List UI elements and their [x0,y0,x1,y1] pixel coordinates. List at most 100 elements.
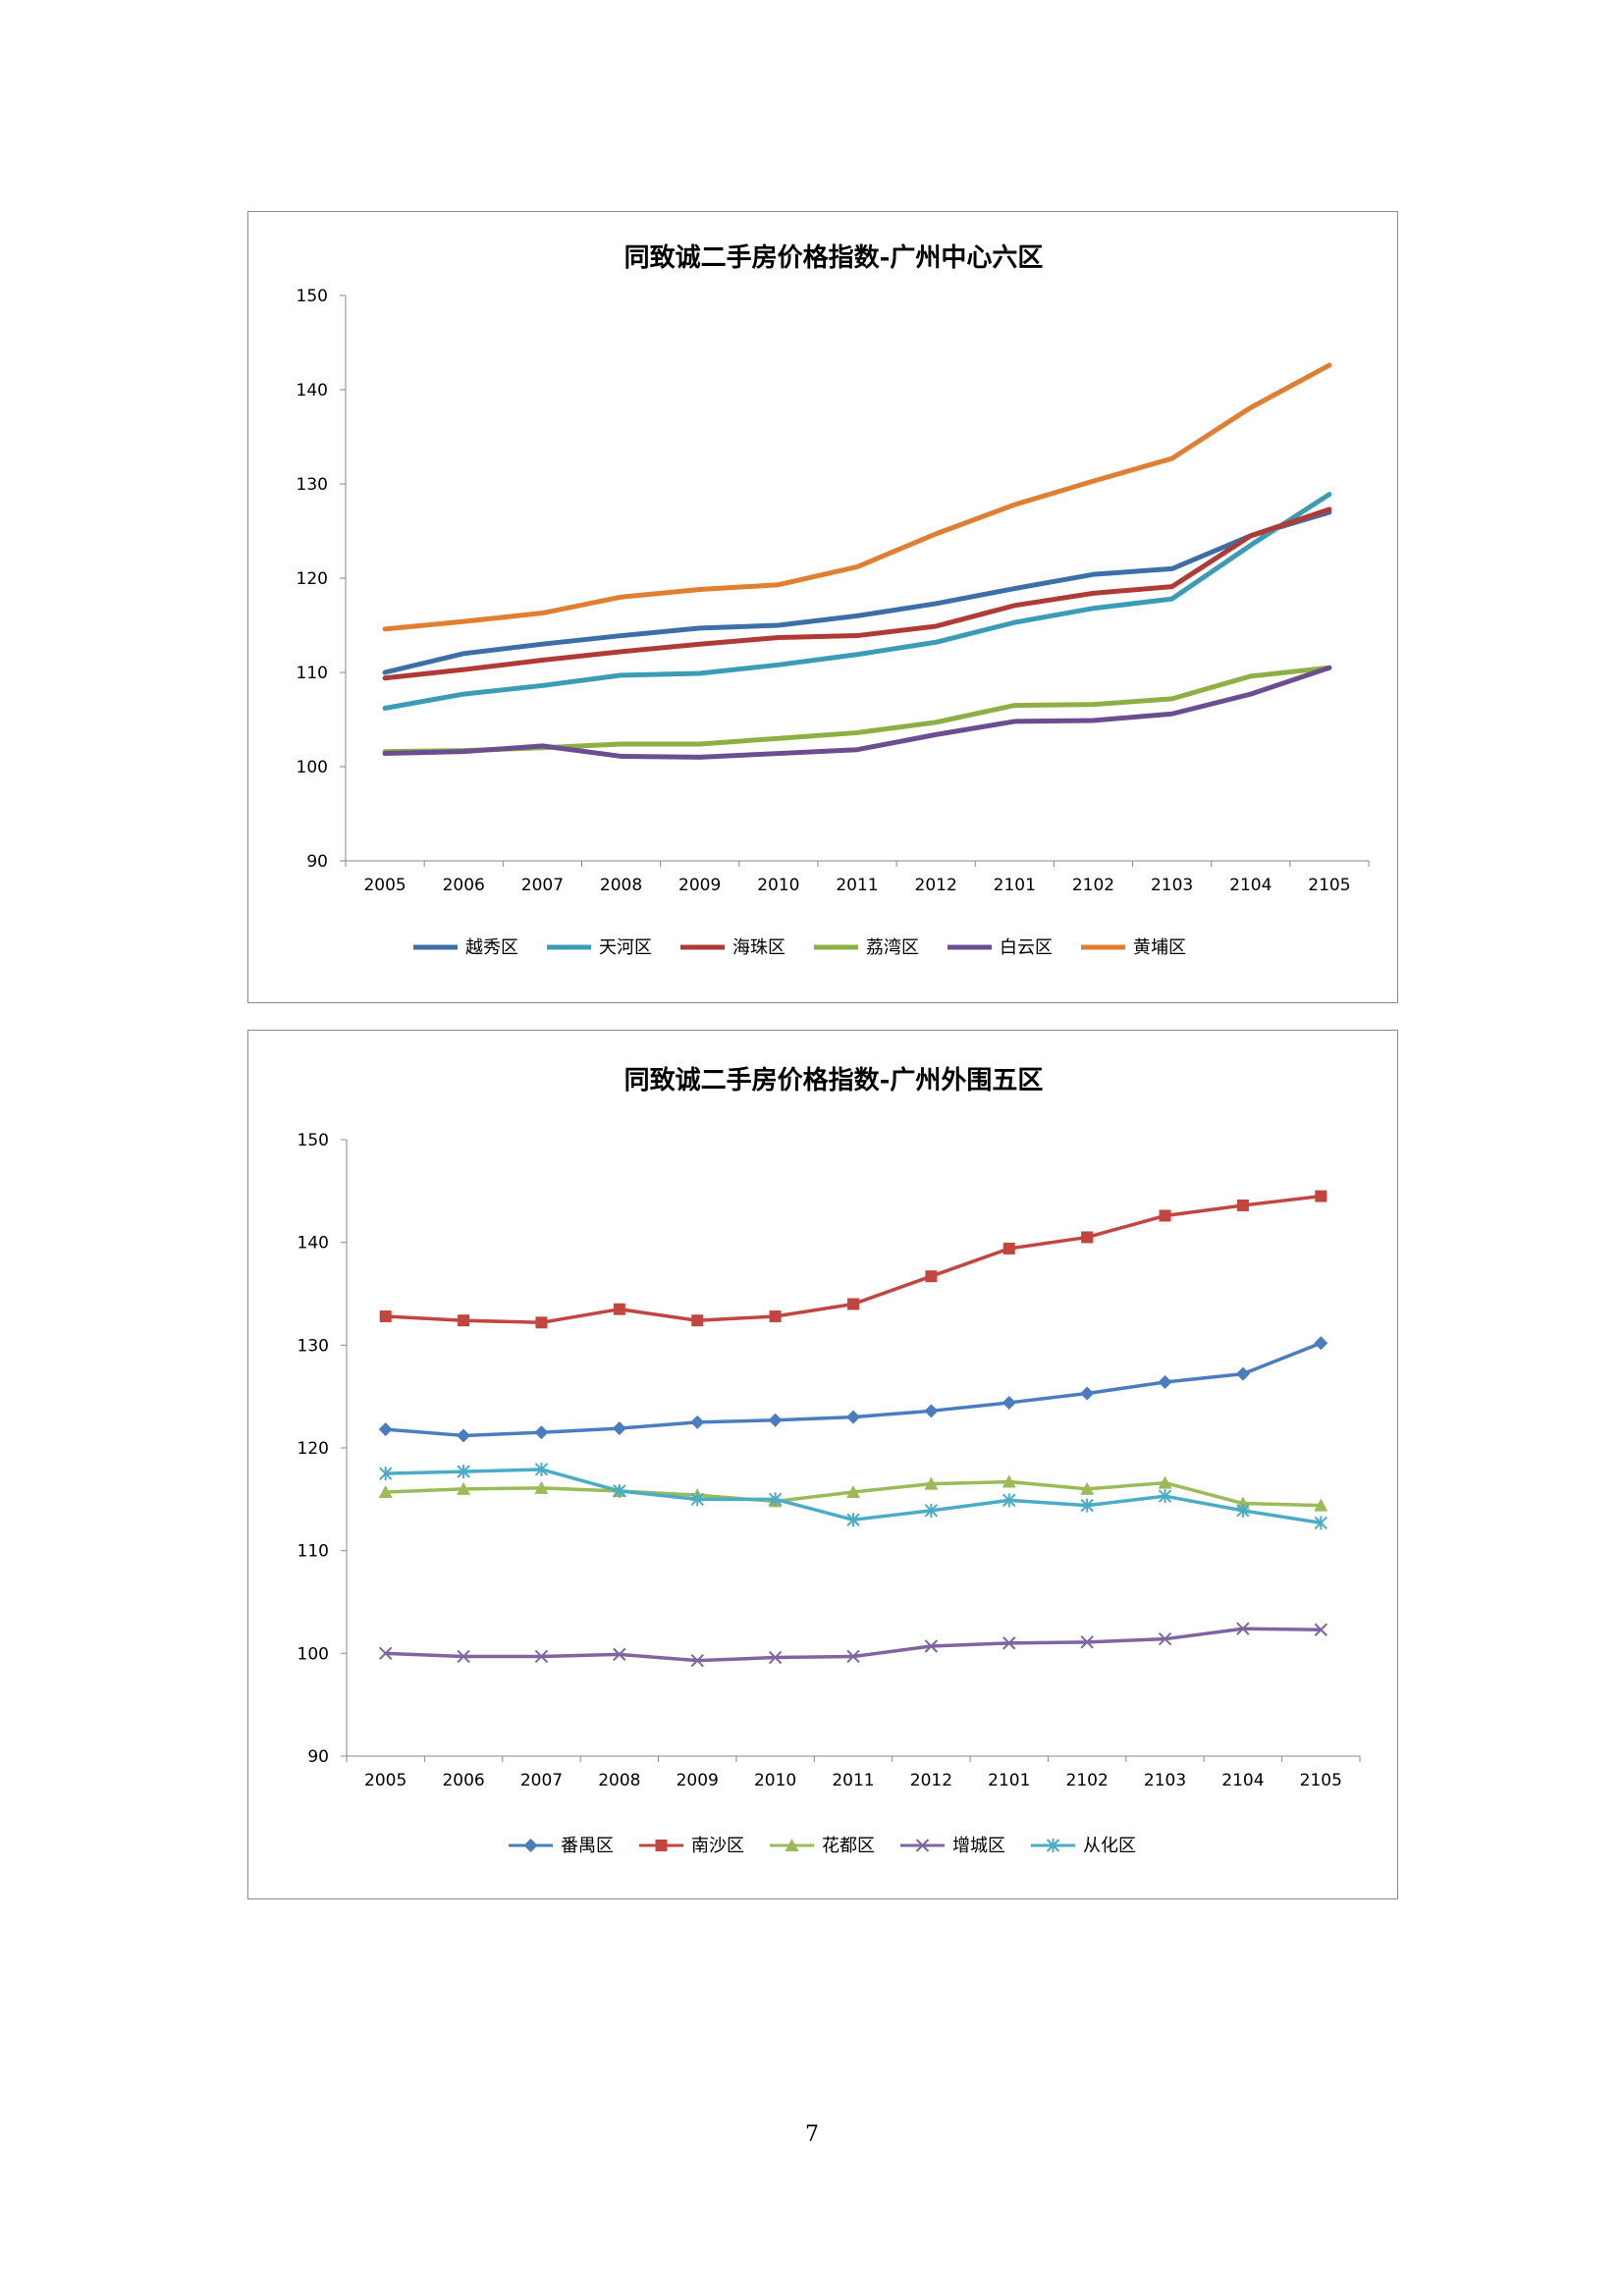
data-point [690,1492,704,1507]
y-tick-label: 120 [298,1439,329,1459]
legend-label: 黄埔区 [1133,937,1186,958]
data-point [534,1480,549,1494]
legend-item: 越秀区 [413,937,518,958]
legend-marker [785,1839,799,1851]
x-tick-label: 2103 [1151,876,1193,895]
series-line [382,665,1332,760]
legend-item: 花都区 [770,1836,875,1856]
series-5 [378,1462,1328,1530]
data-point [846,1649,860,1664]
data-point [1158,1475,1172,1489]
chart-svg: 同致诚二手房价格指数-广州中心六区 90 100 110 120 130 140 150 200… [297,242,1370,958]
legend-item: 天河区 [547,937,652,958]
legend-label: 花都区 [822,1836,875,1856]
data-point [691,1314,704,1327]
legend-label: 白云区 [1000,937,1053,958]
y-tick-label: 90 [306,852,328,872]
data-point [535,1316,548,1329]
data-point [613,1303,625,1315]
legend-marker [1046,1839,1060,1852]
y-tick-label: 100 [297,758,328,777]
legend-label: 从化区 [1083,1836,1136,1856]
data-point [1159,1209,1171,1222]
x-tick-label: 2105 [1300,1771,1342,1790]
data-point [457,1649,470,1664]
legend-item: 番禺区 [509,1836,614,1856]
data-point [846,1410,860,1424]
x-tick-label: 2005 [364,1771,406,1790]
x-tick-label: 2010 [757,876,799,895]
x-tick-label: 2011 [832,1771,874,1790]
x-tick-label: 2102 [1066,1771,1109,1790]
x-tick-label: 2007 [520,1771,563,1790]
chart-title: 同致诚二手房价格指数-广州外围五区 [624,1065,1044,1095]
data-point [613,1647,626,1662]
x-tick-label: 2103 [1144,1771,1186,1790]
y-tick-label: 110 [297,664,328,683]
series-line [382,362,1332,632]
data-point [1080,1386,1095,1401]
x-tick-label: 2101 [988,1771,1030,1790]
data-point [769,1310,782,1323]
legend-item: 从化区 [1031,1836,1136,1856]
chart-central-six-districts: 同致诚二手房价格指数-广州中心六区 90 100 110 120 130 140 150 200… [247,211,1398,1003]
x-tick-label: 2012 [910,1771,952,1790]
data-point [534,1425,549,1440]
data-point [1236,1503,1250,1518]
series-3 [382,507,1332,681]
series-5 [382,665,1332,760]
data-point [1236,1199,1249,1211]
x-tick-label: 2104 [1221,1771,1264,1790]
legend-label: 海珠区 [732,937,785,958]
data-point [378,1646,393,1661]
data-point [613,1483,626,1498]
legend-item: 增城区 [900,1836,1005,1856]
page-number: 7 [805,2122,819,2147]
series-line [382,492,1332,711]
chart-svg: 同致诚二手房价格指数-广州外围五区 90 100 110 120 130 140 150 200… [298,1065,1361,1856]
y-tick-label: 140 [298,1234,329,1254]
series-1 [378,1336,1328,1443]
legend-item: 荔湾区 [814,937,919,958]
legend-label: 天河区 [599,937,652,958]
series-line [382,509,1332,675]
x-tick-label: 2008 [600,876,642,895]
x-tick-label: 2104 [1229,876,1272,895]
data-point [690,1653,704,1668]
legend-label: 越秀区 [465,937,518,958]
y-tick-label: 130 [297,475,328,495]
data-point [457,1465,470,1479]
legend-item: 南沙区 [639,1836,744,1856]
legend-item: 海珠区 [680,937,785,958]
data-point [1158,1489,1172,1504]
legend-item: 白云区 [947,937,1053,958]
legend-item: 黄埔区 [1081,937,1186,958]
data-point [378,1485,393,1499]
series-4 [378,1622,1328,1668]
y-tick-label: 100 [298,1644,329,1664]
y-tick-label: 140 [297,381,328,400]
legend-label: 番禺区 [561,1836,614,1856]
data-point [1081,1231,1094,1244]
data-point [378,1422,393,1437]
data-point [1314,1336,1328,1351]
data-point [925,1270,938,1283]
legend: 越秀区 天河区 海珠区 荔湾区 白云区 黄埔区 [413,937,1186,958]
x-tick-label: 2005 [363,876,406,895]
data-point [846,1485,860,1499]
data-point [612,1421,626,1436]
data-point [847,1298,859,1310]
data-point [1315,1190,1327,1202]
data-point [378,1467,393,1481]
series-line [382,507,1332,681]
x-tick-label: 2012 [915,876,957,895]
legend-label: 荔湾区 [866,937,919,958]
data-point [924,1639,939,1653]
legend-marker [523,1839,538,1852]
x-tick-label: 2009 [677,1771,719,1790]
legend-label: 南沙区 [691,1836,744,1856]
data-point [846,1513,860,1527]
data-point [457,1481,471,1495]
chart-outer-five-districts: 同致诚二手房价格指数-广州外围五区 90 100 110 120 130 140 150 200… [247,1030,1398,1899]
x-tick-label: 2008 [598,1771,640,1790]
